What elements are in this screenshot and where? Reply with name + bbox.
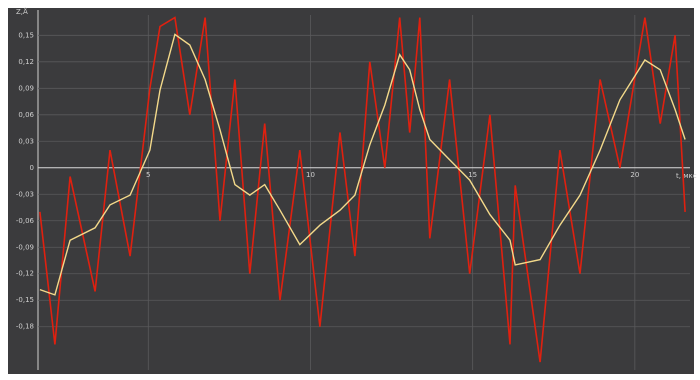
y-tick-label: 0,03 xyxy=(18,137,34,145)
x-axis-label: t, мкс xyxy=(676,172,697,180)
y-tick-label: 0,06 xyxy=(18,111,34,119)
y-tick-label: -0,06 xyxy=(16,217,35,225)
y-tick-label: 0,15 xyxy=(18,31,34,39)
y-tick-label: -0,12 xyxy=(16,270,34,278)
plot-background xyxy=(8,8,694,374)
y-tick-label: 0,09 xyxy=(18,84,34,92)
series-line xyxy=(39,33,686,296)
y-tick-label: -0,03 xyxy=(16,190,34,198)
y-tick-label: 0 xyxy=(30,164,34,172)
x-tick-label: 5 xyxy=(146,171,150,179)
series-line xyxy=(39,16,686,363)
y-axis-label: Z,Å xyxy=(16,7,28,16)
x-tick-label: 15 xyxy=(468,171,477,179)
y-tick-label: -0,18 xyxy=(16,323,34,331)
x-tick-label: 20 xyxy=(630,171,639,179)
y-tick-label: 0,12 xyxy=(18,58,34,66)
y-tick-label: -0,09 xyxy=(16,243,34,251)
y-tick-label: -0,15 xyxy=(16,296,34,304)
x-tick-label: 10 xyxy=(306,171,315,179)
